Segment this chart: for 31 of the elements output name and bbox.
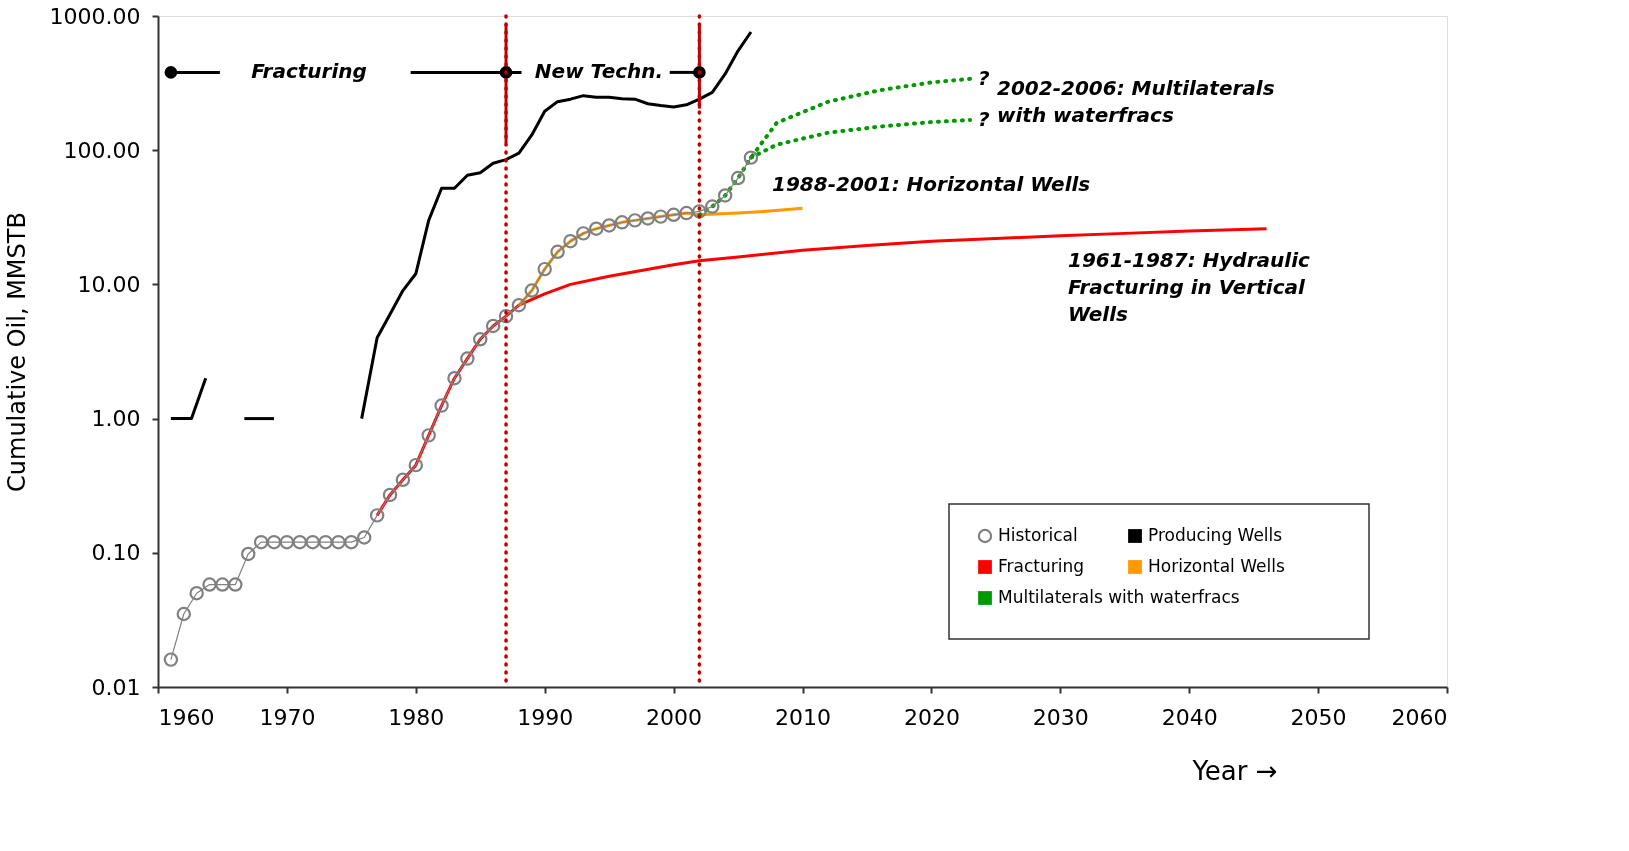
x-tick-label: 2040 [1161,704,1218,730]
x-tick-label: 2060 [1391,704,1448,730]
legend-label: Producing Wells [1148,525,1283,545]
legend-label: Historical [998,525,1078,545]
y-tick-label: 1000.00 [49,3,141,29]
y-tick-label: 0.10 [91,540,141,566]
x-tick-label: 1980 [388,704,445,730]
annotation: ? [978,65,991,90]
x-tick-label: 2010 [775,704,831,730]
legend-label: Multilaterals with waterfracs [998,587,1240,607]
x-tick-label: 2020 [903,704,960,730]
annotation: 2002-2006: Multilaterals with waterfracs [997,76,1275,127]
annotation: Fracturing [251,59,367,83]
annotation: 1988-2001: Horizontal Wells [772,172,1091,196]
annotation: New Techn. [534,59,664,83]
x-axis-title: Year → [1191,755,1278,786]
x-tick-label: 2000 [646,704,703,730]
x-tick-label: 2030 [1032,704,1089,730]
y-tick-label: 1.00 [91,406,141,432]
y-tick-label: 100.00 [63,137,141,163]
x-tick-label: 2050 [1290,704,1347,730]
annotation: ? [978,106,991,131]
annotation: 1961-1987: Hydraulic Fracturing in Vertical Wells [1068,248,1310,326]
x-tick-label: 1990 [517,704,574,730]
y-axis-title: Cumulative Oil, MMSTB [2,212,31,492]
legend-label: Fracturing [998,556,1085,576]
y-tick-label: 0.01 [91,674,141,700]
legend-label: Horizontal Wells [1148,556,1285,576]
x-tick-label: 1960 [158,704,215,730]
x-tick-label: 1970 [259,704,316,730]
y-tick-label: 10.00 [77,271,141,297]
